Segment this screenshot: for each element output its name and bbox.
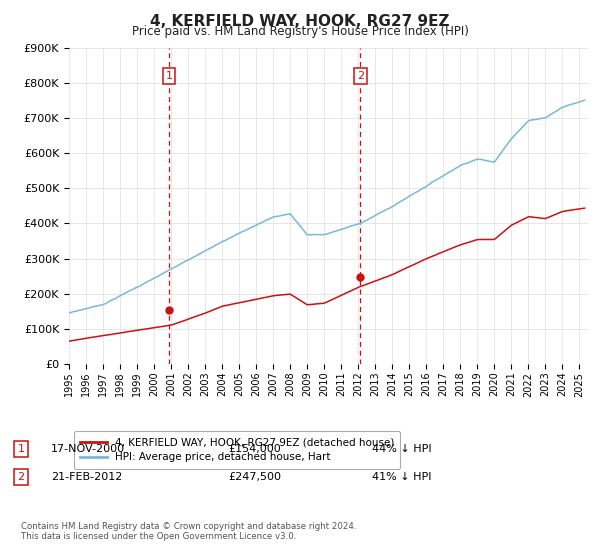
Text: £247,500: £247,500 bbox=[228, 472, 281, 482]
Text: 1: 1 bbox=[17, 444, 25, 454]
Text: 17-NOV-2000: 17-NOV-2000 bbox=[51, 444, 125, 454]
Text: 41% ↓ HPI: 41% ↓ HPI bbox=[372, 472, 431, 482]
Text: £154,000: £154,000 bbox=[228, 444, 281, 454]
Legend: 4, KERFIELD WAY, HOOK, RG27 9EZ (detached house), HPI: Average price, detached h: 4, KERFIELD WAY, HOOK, RG27 9EZ (detache… bbox=[74, 431, 400, 469]
Text: 2: 2 bbox=[17, 472, 25, 482]
Text: 2: 2 bbox=[357, 71, 364, 81]
Text: 4, KERFIELD WAY, HOOK, RG27 9EZ: 4, KERFIELD WAY, HOOK, RG27 9EZ bbox=[150, 14, 450, 29]
Text: Contains HM Land Registry data © Crown copyright and database right 2024.
This d: Contains HM Land Registry data © Crown c… bbox=[21, 522, 356, 542]
Text: 44% ↓ HPI: 44% ↓ HPI bbox=[372, 444, 431, 454]
Text: 1: 1 bbox=[166, 71, 173, 81]
Text: 21-FEB-2012: 21-FEB-2012 bbox=[51, 472, 122, 482]
Text: Price paid vs. HM Land Registry's House Price Index (HPI): Price paid vs. HM Land Registry's House … bbox=[131, 25, 469, 38]
